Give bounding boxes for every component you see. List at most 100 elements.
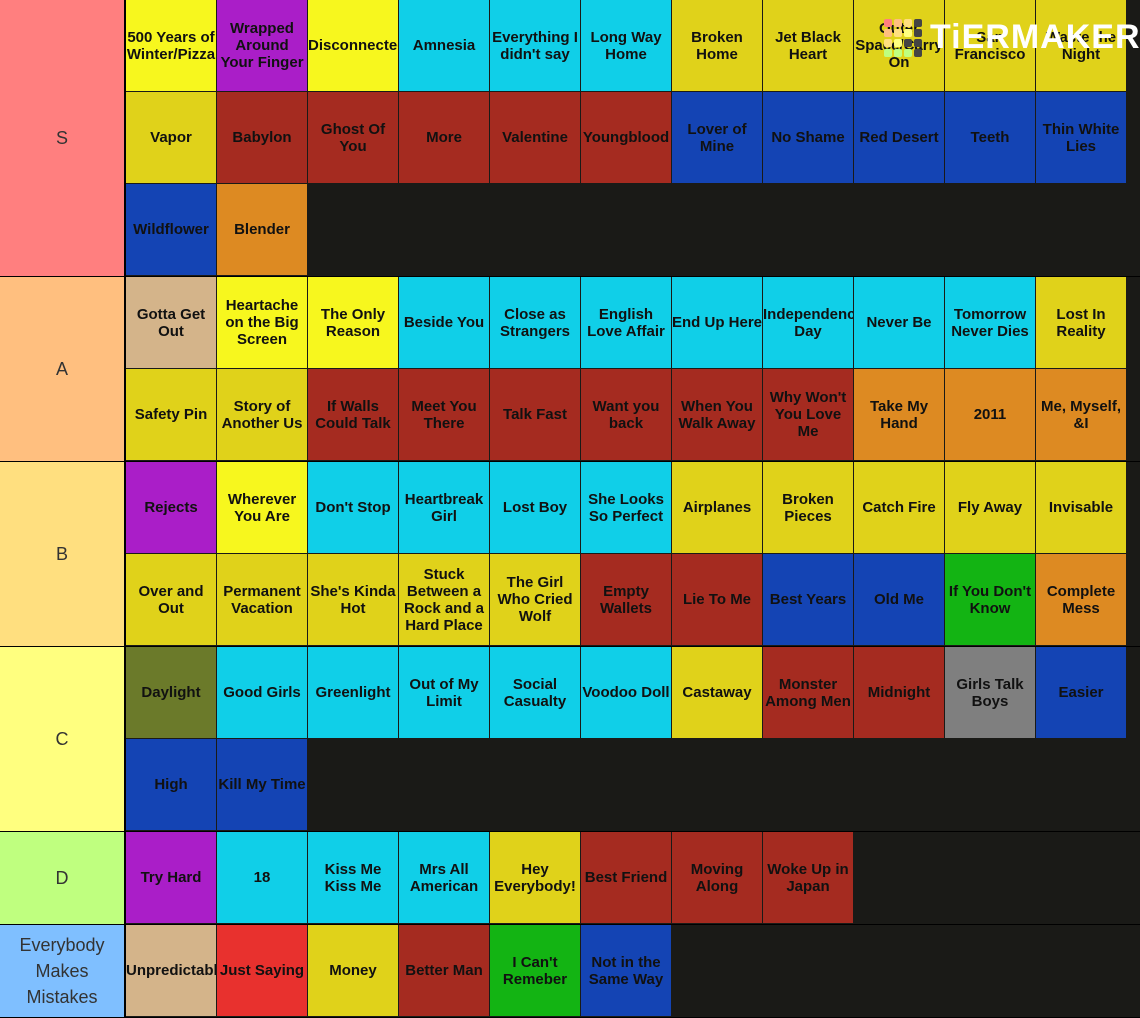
tier-item[interactable]: Wildflower [126,184,216,275]
tier-item[interactable]: Tomorrow Never Dies [945,277,1035,368]
tier-item[interactable]: If Walls Could Talk [308,369,398,460]
tier-item[interactable]: Don't Stop [308,462,398,553]
tier-item[interactable]: Waste the Night [1036,0,1126,91]
tier-item[interactable]: Broken Pieces [763,462,853,553]
tier-item[interactable]: Jet Black Heart [763,0,853,91]
tier-item[interactable]: Social Casualty [490,647,580,738]
tier-item[interactable]: Talk Fast [490,369,580,460]
tier-item[interactable]: Gotta Get Out [126,277,216,368]
tier-item[interactable]: Everything I didn't say [490,0,580,91]
tier-item[interactable]: Airplanes [672,462,762,553]
tier-item[interactable]: Never Be [854,277,944,368]
tier-item[interactable]: Kiss Me Kiss Me [308,832,398,923]
tier-item[interactable]: Want you back [581,369,671,460]
tier-item[interactable]: Red Desert [854,92,944,183]
tier-item[interactable]: Lover of Mine [672,92,762,183]
tier-item[interactable]: Youngblood [581,92,671,183]
tier-item[interactable]: Safety Pin [126,369,216,460]
item-text: Tomorrow Never Dies [951,305,1029,340]
tier-item[interactable]: No Shame [763,92,853,183]
item-text: Broken Pieces [782,490,834,525]
tier-item[interactable]: Easier [1036,647,1126,738]
tier-item[interactable]: Thin White Lies [1036,92,1126,183]
tier-item[interactable]: More [399,92,489,183]
tier-item[interactable]: Disconnected [308,0,398,91]
tier-item[interactable]: Greenlight [308,647,398,738]
tier-item[interactable]: If You Don't Know [945,554,1035,645]
tier-item[interactable]: Complete Mess [1036,554,1126,645]
tier-item[interactable]: Castaway [672,647,762,738]
tier-item[interactable]: High [126,739,216,830]
tier-item[interactable]: I Can't Remeber [490,925,580,1016]
tier-item[interactable]: Amnesia [399,0,489,91]
tier-item[interactable]: When You Walk Away [672,369,762,460]
tier-item[interactable]: Best Years [763,554,853,645]
tier-item[interactable]: Permanent Vacation [217,554,307,645]
tier-item[interactable]: Wherever You Are [217,462,307,553]
tier-item[interactable]: Me, Myself, &I [1036,369,1126,460]
tier-item[interactable]: Rejects [126,462,216,553]
tier-item[interactable]: Heartbreak Girl [399,462,489,553]
tier-item[interactable]: Hey Everybody! [490,832,580,923]
tier-item[interactable]: End Up Here [672,277,762,368]
tier-item[interactable]: 18 [217,832,307,923]
tier-item[interactable]: Out of My Limit [399,647,489,738]
tier-item[interactable]: Invisable [1036,462,1126,553]
tier-item[interactable]: Meet You There [399,369,489,460]
tier-item[interactable]: Try Hard [126,832,216,923]
tier-item[interactable]: Valentine [490,92,580,183]
tier-item[interactable]: Daylight [126,647,216,738]
tier-item[interactable]: Wrapped Around Your Finger [217,0,307,91]
tier-item[interactable]: Broken Home [672,0,762,91]
item-text: Lie To Me [682,591,752,608]
tier-item[interactable]: Why Won't You Love Me [763,369,853,460]
tier-item[interactable]: Independence Day [763,277,853,368]
tier-item[interactable]: Unpredictable [126,925,216,1016]
tier-item[interactable]: Fly Away [945,462,1035,553]
item-text: Valentine [502,129,568,146]
tier-item[interactable]: Lie To Me [672,554,762,645]
tier-item[interactable]: San Francisco [945,0,1035,91]
tier-item[interactable]: Heartache on the Big Screen [217,277,307,368]
tier-item[interactable]: Lost In Reality [1036,277,1126,368]
tier-item[interactable]: Kill My Time [217,739,307,830]
tier-item[interactable]: Empty Wallets [581,554,671,645]
tier-item[interactable]: Ghost Of You [308,92,398,183]
tier-item[interactable]: Just Saying [217,925,307,1016]
tier-item[interactable]: Lost Boy [490,462,580,553]
tier-item[interactable]: She Looks So Perfect [581,462,671,553]
tier-item[interactable]: Better Man [399,925,489,1016]
tier-item[interactable]: Babylon [217,92,307,183]
tier-item[interactable]: Good Girls [217,647,307,738]
tier-item[interactable]: Long Way Home [581,0,671,91]
tier-item[interactable]: Old Me [854,554,944,645]
tier-item[interactable]: Voodoo Doll [581,647,671,738]
tier-item[interactable]: Teeth [945,92,1035,183]
tier-item[interactable]: Catch Fire [854,462,944,553]
tier-item[interactable]: Over and Out [126,554,216,645]
tier-item[interactable]: 500 Years of Winter/Pizza [126,0,216,91]
tier-item[interactable]: English Love Affair [581,277,671,368]
tier-item[interactable]: The Only Reason [308,277,398,368]
tier-item[interactable]: Best Friend [581,832,671,923]
tier-item[interactable]: Stuck Between a Rock and a Hard Place [399,554,489,645]
tier-item[interactable]: Not in the Same Way [581,925,671,1016]
tier-item[interactable]: Monster Among Men [763,647,853,738]
tier-item[interactable]: Girls Talk Boys [945,647,1035,738]
tier-item[interactable]: Close as Strangers [490,277,580,368]
tier-item[interactable]: Woke Up in Japan [763,832,853,923]
tier-item[interactable]: Money [308,925,398,1016]
tier-item[interactable]: Beside You [399,277,489,368]
tier-item[interactable]: Blender [217,184,307,275]
tier-item[interactable]: The Girl Who Cried Wolf [490,554,580,645]
item-text: Talk Fast [503,406,567,423]
tier-item[interactable]: Vapor [126,92,216,183]
tier-item[interactable]: Moving Along [672,832,762,923]
tier-item[interactable]: 2011 [945,369,1035,460]
tier-item[interactable]: Take My Hand [854,369,944,460]
tier-item[interactable]: She's Kinda Hot [308,554,398,645]
tier-item[interactable]: Midnight [854,647,944,738]
tier-item[interactable]: Mrs All American [399,832,489,923]
item-text: Fly Away [957,499,1023,516]
tier-item[interactable]: Story of Another Us [217,369,307,460]
